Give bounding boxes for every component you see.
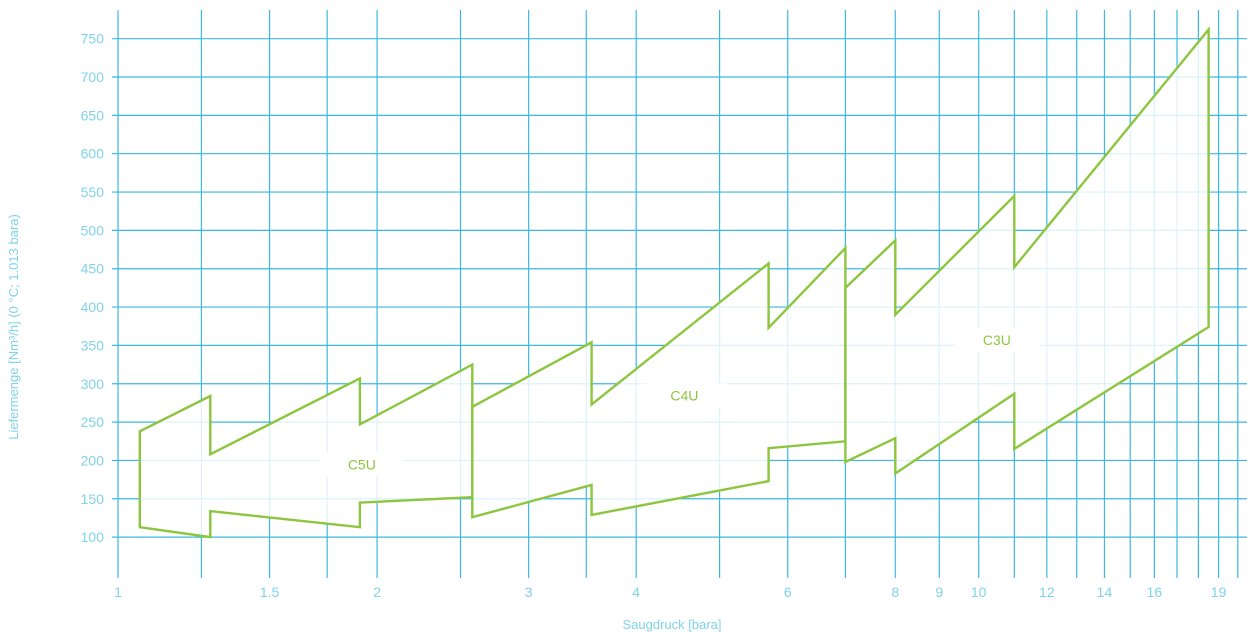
x-tick-label: 4 <box>632 584 640 600</box>
y-tick-label: 600 <box>81 146 105 162</box>
region-c3u <box>844 26 1210 476</box>
y-tick-label: 500 <box>81 222 105 238</box>
region-label-c3u: C3U <box>983 332 1011 348</box>
y-tick-label: 400 <box>81 299 105 315</box>
region-label-c5u: C5U <box>348 456 376 472</box>
x-tick-label: 6 <box>784 584 792 600</box>
x-tick-label: 10 <box>971 584 987 600</box>
y-tick-label: 650 <box>81 107 105 123</box>
x-tick-label: 1.5 <box>260 584 280 600</box>
chart-ticks: 100 150 200 250 300 350 400 450 500 550 600 650 700 7… <box>81 31 1227 600</box>
x-axis-title: Saugdruck [bara] <box>622 617 721 632</box>
y-axis-title: Liefermenge [Nm³/h] (0 °C; 1.013 bara) <box>6 214 21 440</box>
region-label-box <box>954 328 1039 353</box>
x-tick-label: 2 <box>373 584 381 600</box>
region-label-box <box>642 383 727 408</box>
x-tick-label: 3 <box>525 584 533 600</box>
y-tick-label: 750 <box>81 31 105 47</box>
x-tick-label: 8 <box>891 584 899 600</box>
y-tick-label: 150 <box>81 491 105 507</box>
x-tick-label: 14 <box>1097 584 1113 600</box>
x-tick-label: 12 <box>1039 584 1055 600</box>
y-tick-label: 450 <box>81 261 105 277</box>
y-tick-label: 350 <box>81 337 105 353</box>
region-c5u <box>138 362 474 539</box>
y-tick-label: 700 <box>81 69 105 85</box>
region-label-c4u: C4U <box>670 387 698 403</box>
chart-labels: C5U C4U C3U <box>319 328 1039 477</box>
y-tick-label: 250 <box>81 414 105 430</box>
y-tick-label: 550 <box>81 184 105 200</box>
x-tick-label: 16 <box>1147 584 1163 600</box>
x-tick-label: 9 <box>935 584 943 600</box>
y-tick-label: 100 <box>81 529 105 545</box>
x-tick-label: 19 <box>1211 584 1227 600</box>
chart-regions <box>138 26 1210 539</box>
y-tick-label: 300 <box>81 376 105 392</box>
y-tick-label: 200 <box>81 452 105 468</box>
region-label-box <box>319 452 404 477</box>
x-tick-label: 1 <box>114 584 122 600</box>
